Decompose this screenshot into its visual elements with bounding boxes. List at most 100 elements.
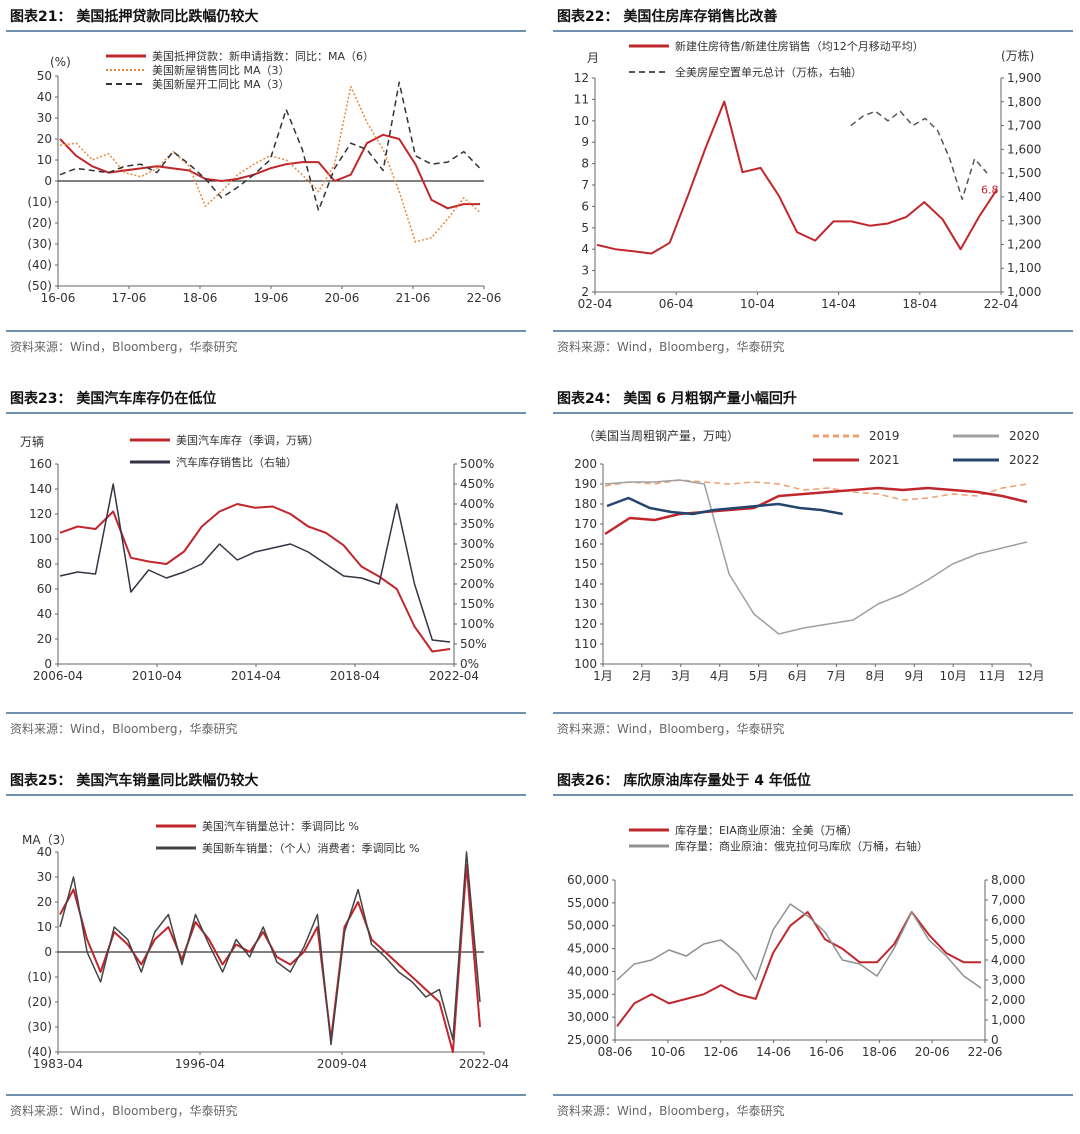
y-tick-label: 130 bbox=[574, 597, 597, 611]
x-tick-label: 17-06 bbox=[112, 291, 147, 305]
y-tick-label: 50,000 bbox=[567, 919, 609, 933]
y-tick-label: 50 bbox=[37, 69, 52, 83]
source-rule bbox=[553, 1094, 1073, 1096]
y-tick-label-right: 1,900 bbox=[1007, 71, 1041, 85]
y-tick-label: 180 bbox=[574, 497, 597, 511]
x-tick-label: 8月 bbox=[866, 669, 886, 683]
y-tick-label: 120 bbox=[29, 507, 52, 521]
y-tick-label: (10) bbox=[27, 195, 52, 209]
panel-23: 图表23： 美国汽车库存仍在低位 160 140 120 100 80 60 40 20 0 50… bbox=[6, 382, 526, 752]
x-tick-label: 12-06 bbox=[703, 1045, 738, 1059]
x-tick-label: 1月 bbox=[593, 669, 613, 683]
y-tick-label: (40) bbox=[27, 258, 52, 272]
y-tick-label: 40 bbox=[37, 845, 52, 859]
y-tick-label: 0 bbox=[44, 657, 52, 671]
chart-22: 12 11 10 9 8 7 6 5 4 3 2 1,900 1,800 1,700 1,600 1,500 1… bbox=[574, 39, 1042, 311]
y-tick-label: 10 bbox=[37, 920, 52, 934]
x-tick-label: 4月 bbox=[710, 669, 730, 683]
chart-25: 40 30 20 10 0 (10) (20) (30) (40)1983-04 1996-04 2… bbox=[22, 819, 509, 1071]
y-tick-label-right: 1,200 bbox=[1007, 237, 1041, 251]
title-rule bbox=[553, 30, 1073, 32]
x-tick-label: 21-06 bbox=[396, 291, 431, 305]
y-tick-label: 20 bbox=[37, 632, 52, 646]
x-tick-label: 5月 bbox=[749, 669, 769, 683]
x-tick-label: 22-06 bbox=[968, 1045, 1003, 1059]
x-tick-label: 18-04 bbox=[902, 297, 937, 311]
title-rule bbox=[553, 412, 1073, 414]
source-text: 资料来源：Wind，Bloomberg，华泰研究 bbox=[10, 340, 238, 354]
y-tick-label: 60,000 bbox=[567, 873, 609, 887]
y-tick-label: (20) bbox=[27, 995, 52, 1009]
series-line bbox=[59, 503, 451, 653]
x-tick-label: 14-06 bbox=[756, 1045, 791, 1059]
legend-label: 美国新车销量：（个人）消费者：季调同比 % bbox=[202, 841, 419, 855]
y-tick-label: 100 bbox=[574, 657, 597, 671]
y-tick-label-right: 1,300 bbox=[1007, 214, 1041, 228]
y-tick-label-right: 450% bbox=[460, 477, 494, 491]
x-tick-label: 2022-04 bbox=[459, 1057, 509, 1071]
x-tick-label: 7月 bbox=[827, 669, 847, 683]
series-line bbox=[606, 496, 843, 516]
y-tick-label: 7 bbox=[581, 178, 589, 192]
source-text: 资料来源：Wind，Bloomberg，华泰研究 bbox=[557, 722, 785, 736]
title-rule bbox=[553, 794, 1073, 796]
x-tick-label: 10-06 bbox=[650, 1045, 685, 1059]
y-tick-label-right: 250% bbox=[460, 557, 494, 571]
x-tick-label: 22-06 bbox=[467, 291, 502, 305]
legend-label: 全美房屋空置单元总计（万栋，右轴） bbox=[675, 65, 862, 79]
y-tick-label-right: 100% bbox=[460, 617, 494, 631]
series-line bbox=[850, 110, 988, 201]
y-tick-label-right: 200% bbox=[460, 577, 494, 591]
y-tick-label: (30) bbox=[27, 237, 52, 251]
source-text: 资料来源：Wind，Bloomberg，华泰研究 bbox=[10, 1104, 238, 1118]
y-tick-label: 30,000 bbox=[567, 1010, 609, 1024]
panel-26: 图表26： 库欣原油库存量处于 4 年低位 60,000 55,000 50,000… bbox=[553, 764, 1073, 1134]
series-line bbox=[59, 85, 481, 243]
source-rule bbox=[6, 1094, 526, 1096]
y-tick-label-right: 500% bbox=[460, 457, 494, 471]
x-tick-label: 2014-04 bbox=[231, 669, 281, 683]
panel-title: 图表22： 美国住房库存销售比改善 bbox=[557, 9, 778, 25]
source-text: 资料来源：Wind，Bloomberg，华泰研究 bbox=[557, 1104, 785, 1118]
y-tick-label-right: 1,400 bbox=[1007, 190, 1041, 204]
y-tick-label-right: 7,000 bbox=[991, 893, 1025, 907]
unit-label: 万辆 bbox=[20, 435, 44, 449]
legend-label: 美国新屋开工同比 MA（3） bbox=[152, 77, 290, 91]
y-tick-label: 80 bbox=[37, 557, 52, 571]
panel-title: 图表25： 美国汽车销量同比跌幅仍较大 bbox=[10, 773, 259, 789]
y-tick-label: (40) bbox=[27, 1045, 52, 1059]
source-text: 资料来源：Wind，Bloomberg，华泰研究 bbox=[557, 340, 785, 354]
y-tick-label: 6 bbox=[581, 199, 589, 213]
x-tick-label: 20-06 bbox=[325, 291, 360, 305]
unit-label: MA（3） bbox=[22, 833, 72, 847]
y-tick-label: (10) bbox=[27, 970, 52, 984]
series-line bbox=[59, 851, 481, 1046]
y-tick-label: 35,000 bbox=[567, 987, 609, 1001]
x-tick-label: 20-06 bbox=[915, 1045, 950, 1059]
legend-label: 库存量：EIA商业原油：全美（万桶） bbox=[675, 823, 858, 837]
y-tick-label: 9 bbox=[581, 135, 589, 149]
x-tick-label: 6月 bbox=[788, 669, 808, 683]
y-tick-label: 8 bbox=[581, 157, 589, 171]
panel-title: 图表23： 美国汽车库存仍在低位 bbox=[10, 391, 217, 407]
x-tick-label: 2018-04 bbox=[330, 669, 380, 683]
panel-25: 图表25： 美国汽车销量同比跌幅仍较大 40 30 20 10 0 (10) (20) (30… bbox=[6, 764, 526, 1134]
x-tick-label: 2009-04 bbox=[317, 1057, 367, 1071]
x-tick-label: 10-04 bbox=[740, 297, 775, 311]
y-tick-label: 10 bbox=[574, 114, 589, 128]
x-tick-label: 22-04 bbox=[984, 297, 1019, 311]
y-tick-label: 20 bbox=[37, 132, 52, 146]
y-tick-label: 5 bbox=[581, 221, 589, 235]
source-rule bbox=[6, 712, 526, 714]
panel-21: 图表21： 美国抵押贷款同比跌幅仍较大 50 40 30 20 10 0 (10) (20) (… bbox=[6, 0, 526, 370]
y-tick-label: 190 bbox=[574, 477, 597, 491]
chart-21: 50 40 30 20 10 0 (10) (20) (30) (40) (50)16-06 17-0… bbox=[27, 49, 502, 305]
series-line bbox=[604, 479, 1028, 635]
y-tick-label: 12 bbox=[574, 71, 589, 85]
series-line bbox=[59, 483, 451, 643]
y-tick-label: 4 bbox=[581, 242, 589, 256]
x-tick-label: 2月 bbox=[632, 669, 652, 683]
series-line bbox=[604, 486, 1028, 536]
series-line bbox=[616, 911, 981, 1027]
x-tick-label: 2022-04 bbox=[429, 669, 479, 683]
